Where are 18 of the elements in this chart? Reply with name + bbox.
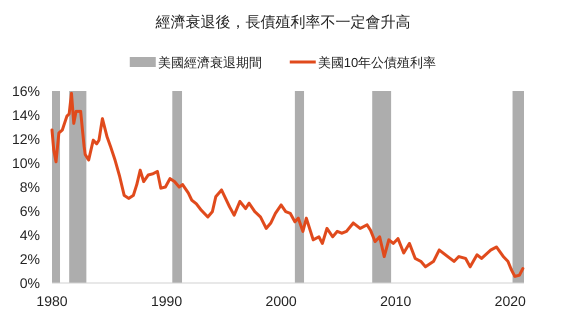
- line-series: [50, 92, 524, 278]
- y-tick-label: 4%: [20, 227, 40, 243]
- y-tick-label: 0%: [20, 275, 40, 291]
- y-tick-label: 10%: [12, 155, 40, 171]
- x-tick-label: 1990: [150, 293, 182, 309]
- chart-title: 經濟衰退後，長債殖利率不一定會升高: [154, 14, 410, 31]
- y-tick-label: 12%: [12, 131, 40, 147]
- y-tick-label: 14%: [12, 107, 40, 123]
- legend-label: 美國10年公債殖利率: [318, 55, 436, 70]
- y-tick-label: 2%: [20, 251, 40, 267]
- x-tick-label: 2000: [266, 293, 297, 309]
- x-tick-label: 2020: [494, 293, 526, 309]
- x-tick-label: 2010: [380, 293, 412, 309]
- legend-label: 美國經濟衰退期間: [158, 55, 262, 70]
- y-tick-label: 16%: [12, 83, 40, 99]
- y-tick-label: 6%: [20, 203, 40, 219]
- x-tick-label: 1980: [36, 293, 68, 309]
- y-tick-label: 8%: [20, 179, 40, 195]
